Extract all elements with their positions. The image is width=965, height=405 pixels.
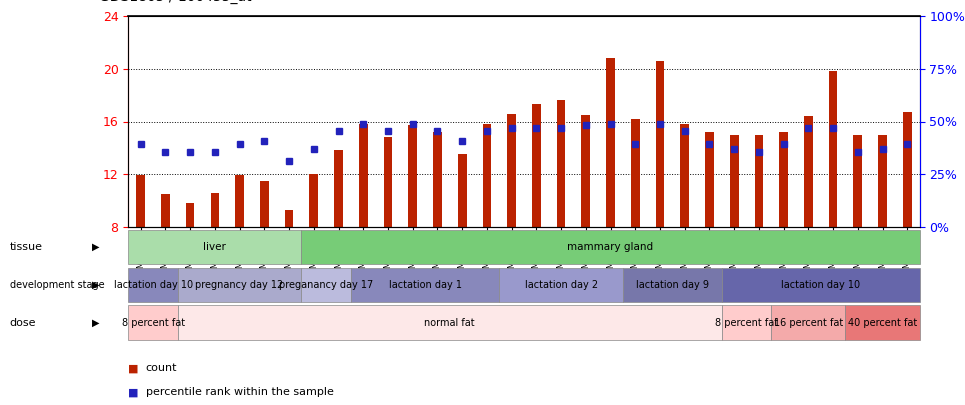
Text: development stage: development stage: [10, 280, 104, 290]
Text: lactation day 1: lactation day 1: [389, 280, 461, 290]
Bar: [804, 116, 813, 227]
Bar: [878, 134, 887, 227]
Bar: [680, 124, 689, 227]
Bar: [705, 132, 714, 227]
Bar: [606, 58, 615, 227]
Text: liver: liver: [204, 242, 227, 252]
Bar: [235, 175, 244, 227]
Bar: [186, 203, 195, 227]
Text: 16 percent fat: 16 percent fat: [774, 318, 843, 328]
Bar: [655, 61, 664, 227]
Bar: [853, 134, 862, 227]
Text: lactation day 9: lactation day 9: [636, 280, 709, 290]
Bar: [532, 104, 540, 227]
Bar: [631, 119, 640, 227]
Bar: [557, 100, 565, 227]
Bar: [482, 124, 491, 227]
Bar: [334, 150, 343, 227]
Text: lactation day 10: lactation day 10: [114, 280, 193, 290]
Bar: [285, 210, 293, 227]
Bar: [829, 71, 838, 227]
Bar: [755, 134, 763, 227]
Bar: [384, 137, 393, 227]
Bar: [136, 175, 145, 227]
Text: ▶: ▶: [92, 242, 99, 252]
Text: tissue: tissue: [10, 242, 42, 252]
Bar: [310, 174, 318, 227]
Bar: [359, 124, 368, 227]
Bar: [508, 113, 516, 227]
Text: 8 percent fat: 8 percent fat: [122, 318, 184, 328]
Text: normal fat: normal fat: [425, 318, 475, 328]
Bar: [433, 132, 442, 227]
Text: GDS1805 / 100455_at: GDS1805 / 100455_at: [99, 0, 252, 4]
Bar: [903, 112, 912, 227]
Text: 8 percent fat: 8 percent fat: [715, 318, 778, 328]
Bar: [210, 193, 219, 227]
Text: ▶: ▶: [92, 318, 99, 328]
Bar: [780, 132, 788, 227]
Bar: [730, 134, 738, 227]
Text: lactation day 2: lactation day 2: [525, 280, 597, 290]
Text: count: count: [146, 363, 178, 373]
Bar: [260, 181, 268, 227]
Bar: [457, 154, 466, 227]
Text: dose: dose: [10, 318, 36, 328]
Text: ▶: ▶: [92, 280, 99, 290]
Bar: [582, 115, 591, 227]
Text: pregnancy day 12: pregnancy day 12: [196, 280, 284, 290]
Bar: [161, 194, 170, 227]
Text: percentile rank within the sample: percentile rank within the sample: [146, 388, 334, 397]
Text: 40 percent fat: 40 percent fat: [848, 318, 917, 328]
Text: mammary gland: mammary gland: [567, 242, 653, 252]
Text: ■: ■: [128, 363, 139, 373]
Text: ■: ■: [128, 388, 139, 397]
Text: preganancy day 17: preganancy day 17: [279, 280, 373, 290]
Bar: [408, 126, 417, 227]
Text: lactation day 10: lactation day 10: [782, 280, 860, 290]
